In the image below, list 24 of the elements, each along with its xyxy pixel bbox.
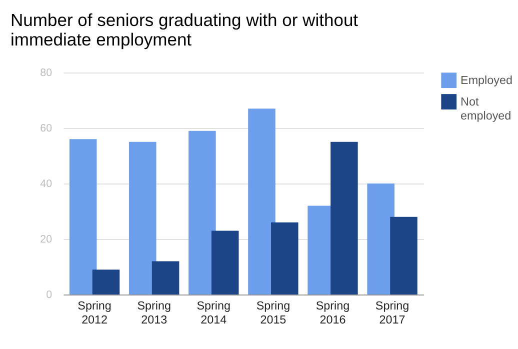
bar bbox=[390, 216, 418, 295]
x-tick-label: Spring 2012 bbox=[78, 300, 112, 326]
bar bbox=[92, 270, 120, 295]
x-tick-label: Spring 2013 bbox=[137, 300, 171, 326]
y-tick-label: 40 bbox=[40, 178, 52, 190]
x-tick-label: Spring 2016 bbox=[316, 300, 350, 326]
bar bbox=[152, 261, 180, 295]
bar bbox=[129, 142, 156, 295]
x-tick-label: Spring 2017 bbox=[375, 300, 410, 326]
bar bbox=[248, 108, 276, 295]
y-tick-label: 60 bbox=[40, 122, 52, 134]
x-tick-label: Spring 2014 bbox=[196, 300, 231, 326]
legend-label: Employed bbox=[460, 74, 512, 88]
bar bbox=[271, 222, 298, 295]
x-tick-label: Spring 2015 bbox=[256, 300, 290, 326]
chart-title: Number of seniors graduating with or without immediate employment bbox=[10, 10, 358, 50]
y-tick-label: 0 bbox=[46, 288, 52, 301]
bar bbox=[69, 139, 97, 295]
legend-label: Not employed bbox=[460, 96, 512, 122]
bar bbox=[211, 230, 239, 295]
bar bbox=[330, 142, 358, 295]
y-tick-label: 80 bbox=[40, 66, 52, 79]
y-tick-label: 20 bbox=[40, 233, 52, 246]
bar bbox=[188, 130, 216, 295]
